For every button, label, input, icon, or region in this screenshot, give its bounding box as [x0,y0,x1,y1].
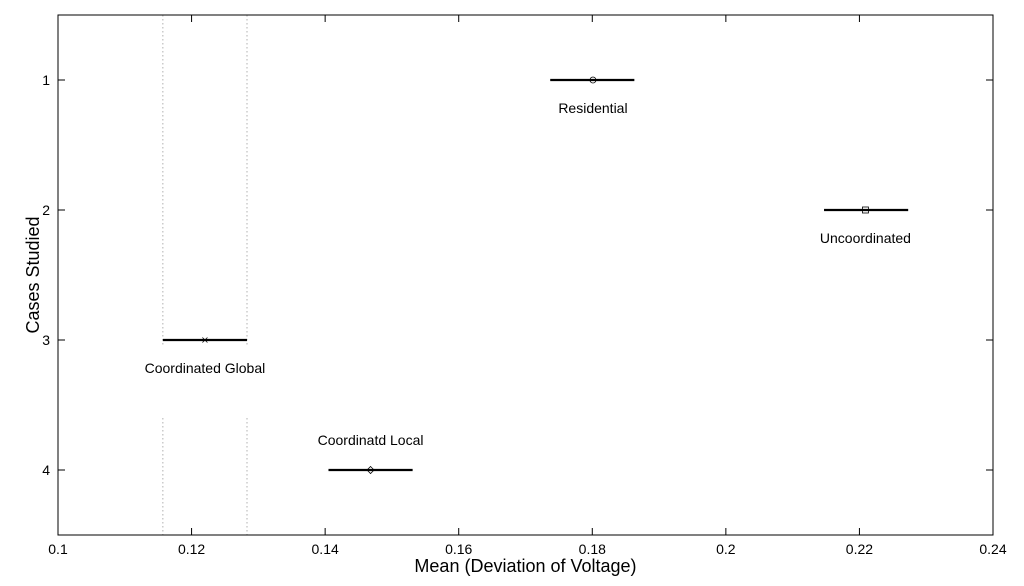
x-axis-title: Mean (Deviation of Voltage) [414,556,636,576]
x-tick-label: 0.14 [312,541,339,557]
case-annotation-4: Coordinatd Local [318,432,424,448]
y-tick-label: 1 [42,72,50,88]
y-tick-label: 2 [42,202,50,218]
x-tick-label: 0.2 [716,541,736,557]
x-tick-label: 0.16 [445,541,472,557]
x-tick-label: 0.1 [48,541,68,557]
x-axis: 0.1 0.12 0.14 0.16 0.18 0.2 0.22 0.24 [48,15,1007,557]
case-annotation-3: Coordinated Global [145,360,266,376]
y-axis: 1 2 3 4 [42,72,993,478]
reference-lines [162,15,248,535]
case-annotation-2: Uncoordinated [820,230,911,246]
x-tick-label: 0.24 [979,541,1006,557]
interval-series: Residential Uncoordinated Coordinated Glob… [145,76,911,475]
case-annotation-1: Residential [558,100,627,116]
x-tick-label: 0.22 [846,541,873,557]
plot-area [57,14,994,536]
y-tick-label: 3 [42,332,50,348]
mean-marker-diamond [366,465,375,475]
y-axis-title: Cases Studied [23,216,43,333]
mean-marker-square [862,206,869,214]
mean-marker-x [202,337,208,343]
x-tick-label: 0.12 [178,541,205,557]
x-tick-label: 0.18 [579,541,606,557]
y-tick-label: 4 [42,462,50,478]
mean-marker-circle [589,76,597,84]
